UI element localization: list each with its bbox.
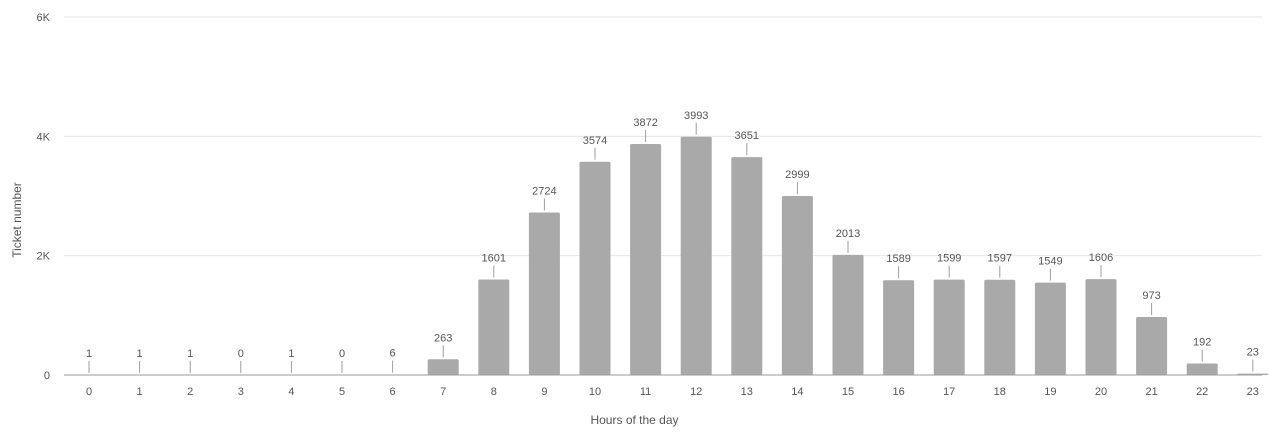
x-axis-ticks: 0 1 2 3 4 5 6 7 8 9 10 11 12 13 14 15 16 17 18 19 20 21 22 23 xyxy=(86,386,1259,398)
y-tick-label: 0 xyxy=(44,370,50,382)
x-tick-label: 7 xyxy=(440,386,446,398)
bar-17 xyxy=(933,279,965,375)
x-tick-label: 23 xyxy=(1247,386,1259,398)
y-tick-label: 6K xyxy=(37,12,51,24)
data-label: 1601 xyxy=(482,252,506,264)
data-label: 1 xyxy=(187,348,193,360)
data-label: 2013 xyxy=(836,228,860,240)
bars xyxy=(73,136,1269,375)
x-tick-label: 16 xyxy=(892,386,904,398)
data-label: 3651 xyxy=(735,130,759,142)
x-tick-label: 6 xyxy=(390,386,396,398)
bar-18 xyxy=(984,279,1016,375)
data-label: 3993 xyxy=(684,110,708,122)
data-label: 1 xyxy=(288,348,294,360)
x-tick-label: 14 xyxy=(791,386,803,398)
data-label: 1 xyxy=(137,348,143,360)
x-tick-label: 18 xyxy=(994,386,1006,398)
data-label: 1589 xyxy=(886,253,910,265)
bar-20 xyxy=(1085,279,1117,375)
bar-21 xyxy=(1136,316,1168,375)
gridlines xyxy=(64,16,1262,257)
bar-11 xyxy=(630,143,662,375)
x-tick-label: 4 xyxy=(288,386,294,398)
x-tick-label: 8 xyxy=(491,386,497,398)
y-axis-title-wrap: Ticket number xyxy=(4,120,30,320)
bar-14 xyxy=(781,196,813,375)
bar-16 xyxy=(883,280,915,375)
bar-8 xyxy=(478,279,510,375)
bar-7 xyxy=(427,359,459,375)
x-tick-label: 12 xyxy=(690,386,702,398)
x-tick-label: 19 xyxy=(1044,386,1056,398)
x-tick-label: 21 xyxy=(1145,386,1157,398)
x-tick-label: 20 xyxy=(1095,386,1107,398)
x-tick-label: 10 xyxy=(589,386,601,398)
data-label: 3574 xyxy=(583,135,607,147)
data-label: 1597 xyxy=(988,253,1012,265)
data-label: 6 xyxy=(390,348,396,360)
data-label: 3872 xyxy=(633,117,657,129)
bar-19 xyxy=(1034,282,1066,375)
bar-22 xyxy=(1186,363,1218,375)
data-label: 0 xyxy=(238,348,244,360)
data-label: 2724 xyxy=(532,185,556,197)
x-axis-title: Hours of the day xyxy=(590,413,679,427)
x-tick-label: 22 xyxy=(1196,386,1208,398)
data-label: 1606 xyxy=(1089,252,1113,264)
x-tick-label: 1 xyxy=(137,386,143,398)
x-tick-label: 17 xyxy=(943,386,955,398)
x-tick-label: 0 xyxy=(86,386,92,398)
bar-12 xyxy=(680,136,712,375)
x-tick-label: 15 xyxy=(842,386,854,398)
bar-15 xyxy=(832,254,864,375)
y-tick-label: 4K xyxy=(37,131,51,143)
x-tick-label: 13 xyxy=(741,386,753,398)
y-axis-ticks: 0 2K 4K 6K xyxy=(37,12,51,382)
data-labels: 1 1 1 0 1 0 6 263 1601 2724 3574 3872 3993 3651 2999 20… xyxy=(86,110,1259,360)
data-label: 0 xyxy=(339,348,345,360)
x-tick-label: 2 xyxy=(187,386,193,398)
x-tick-label: 9 xyxy=(541,386,547,398)
data-label: 263 xyxy=(434,332,452,344)
data-label: 1599 xyxy=(937,253,961,265)
data-label: 2999 xyxy=(785,169,809,181)
y-axis-title: Ticket number xyxy=(10,182,24,258)
data-label: 192 xyxy=(1193,337,1211,349)
y-tick-label: 2K xyxy=(37,251,51,263)
x-tick-label: 5 xyxy=(339,386,345,398)
x-tick-label: 3 xyxy=(238,386,244,398)
data-label: 1 xyxy=(86,348,92,360)
x-tick-label: 11 xyxy=(640,386,651,398)
label-leader-lines xyxy=(88,122,1254,373)
bar-13 xyxy=(731,157,763,375)
bar-10 xyxy=(579,161,611,375)
data-label: 23 xyxy=(1247,347,1259,359)
data-label: 1549 xyxy=(1038,256,1062,268)
bar-9 xyxy=(528,212,560,375)
data-label: 973 xyxy=(1142,290,1160,302)
